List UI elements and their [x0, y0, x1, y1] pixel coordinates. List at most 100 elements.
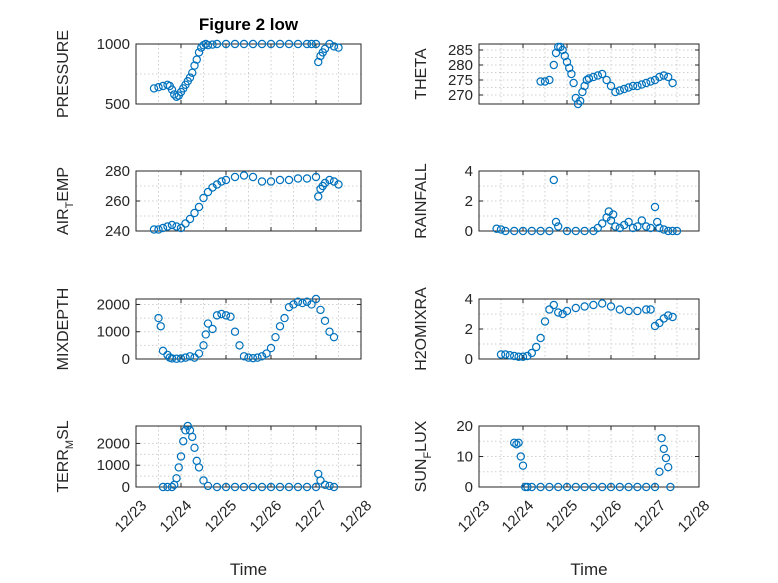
y-axis-label-suffix: SL [55, 420, 72, 440]
x-tick-label: 12/25 [202, 497, 241, 536]
data-point [199, 193, 208, 203]
data-point [212, 311, 222, 320]
data-point [642, 305, 651, 314]
data-point [527, 348, 537, 358]
data-point [167, 482, 177, 492]
data-point [253, 353, 262, 362]
y-axis-label: AIRTEMP [55, 167, 76, 235]
y-axis-label: RAINFALL [413, 163, 430, 239]
data-point [257, 39, 267, 49]
data-point [167, 220, 177, 230]
y-axis-label: MIXDEPTH [55, 288, 72, 371]
data-point [620, 84, 629, 94]
data-point [230, 482, 240, 492]
data-point [201, 330, 210, 339]
data-point [501, 226, 510, 236]
data-point [239, 39, 249, 49]
data-point [185, 352, 195, 361]
data-point [659, 444, 669, 454]
data-point [334, 180, 343, 189]
data-point [257, 482, 267, 492]
data-point [655, 318, 664, 328]
data-point [664, 72, 673, 82]
data-point [659, 225, 669, 234]
data-point [172, 474, 181, 483]
data-point [650, 482, 660, 492]
data-point [194, 349, 204, 358]
panel-pressure: 500 1000 PRESSURE [55, 30, 362, 118]
data-point [569, 78, 578, 88]
data-point [549, 175, 559, 185]
data-point [293, 482, 303, 492]
data-point [194, 48, 204, 57]
y-tick-label: 0 [465, 351, 473, 368]
x-tick-label: 12/27 [292, 497, 331, 536]
data-point [659, 71, 669, 80]
data-point [181, 353, 190, 362]
data-point [549, 300, 559, 310]
y-tick-label: 270 [448, 87, 473, 104]
panel-mixdepth: 0 1000 2000 MIXDEPTH [55, 288, 362, 371]
data-point [545, 305, 554, 314]
data-point [181, 426, 190, 435]
data-point [194, 463, 204, 472]
axes-box [135, 43, 362, 105]
data-point [628, 223, 638, 233]
data-point [668, 312, 677, 322]
x-tick-label: 12/28 [675, 497, 714, 536]
data-point [188, 68, 197, 78]
data-point [302, 174, 312, 183]
data-point [302, 297, 312, 306]
data-point [666, 482, 675, 492]
data-point [545, 482, 554, 492]
data-point [598, 219, 607, 228]
y-tick-label: 0 [465, 223, 473, 240]
y-tick-label: 240 [105, 223, 130, 240]
data-point [190, 353, 199, 362]
data-point [514, 438, 523, 447]
y-axis-label-main: RAINFALL [413, 163, 430, 239]
data-point [329, 42, 339, 51]
panel-air-temp: 240 260 280 AIRTEMP [55, 163, 362, 240]
data-point [650, 202, 660, 212]
data-point [536, 77, 545, 86]
y-axis-label-main: TERR [55, 449, 72, 493]
data-point [496, 225, 506, 234]
y-tick-label: 280 [105, 163, 130, 180]
x-tick-label: 12/23 [455, 497, 494, 536]
y-axis-label: PRESSURE [55, 30, 72, 118]
data-point [598, 69, 607, 79]
data-point [280, 313, 289, 323]
y-tick-label: 275 [448, 72, 473, 89]
data-point [580, 226, 589, 236]
data-point [221, 39, 231, 49]
data-point [633, 306, 642, 316]
data-point [316, 305, 325, 315]
data-point [284, 302, 294, 312]
data-point [275, 322, 285, 331]
data-point [284, 39, 294, 49]
data-point [593, 223, 603, 233]
data-point [325, 481, 334, 491]
data-point [606, 302, 616, 311]
data-point [576, 96, 585, 106]
data-point [657, 434, 666, 443]
data-point [598, 482, 607, 492]
data-point [329, 332, 339, 342]
y-tick-label: 4 [465, 163, 473, 180]
y-tick-label: 10 [456, 449, 473, 466]
data-point [516, 452, 526, 461]
data-point [158, 346, 168, 356]
data-point [307, 300, 316, 309]
x-tick-label: 12/25 [543, 497, 582, 536]
data-point [582, 75, 592, 85]
data-point [167, 354, 177, 363]
data-point [637, 80, 647, 89]
data-point [183, 421, 192, 431]
data-point [235, 341, 244, 350]
data-point [633, 222, 642, 231]
data-point [248, 353, 258, 363]
x-tick-label: 12/26 [247, 497, 286, 536]
